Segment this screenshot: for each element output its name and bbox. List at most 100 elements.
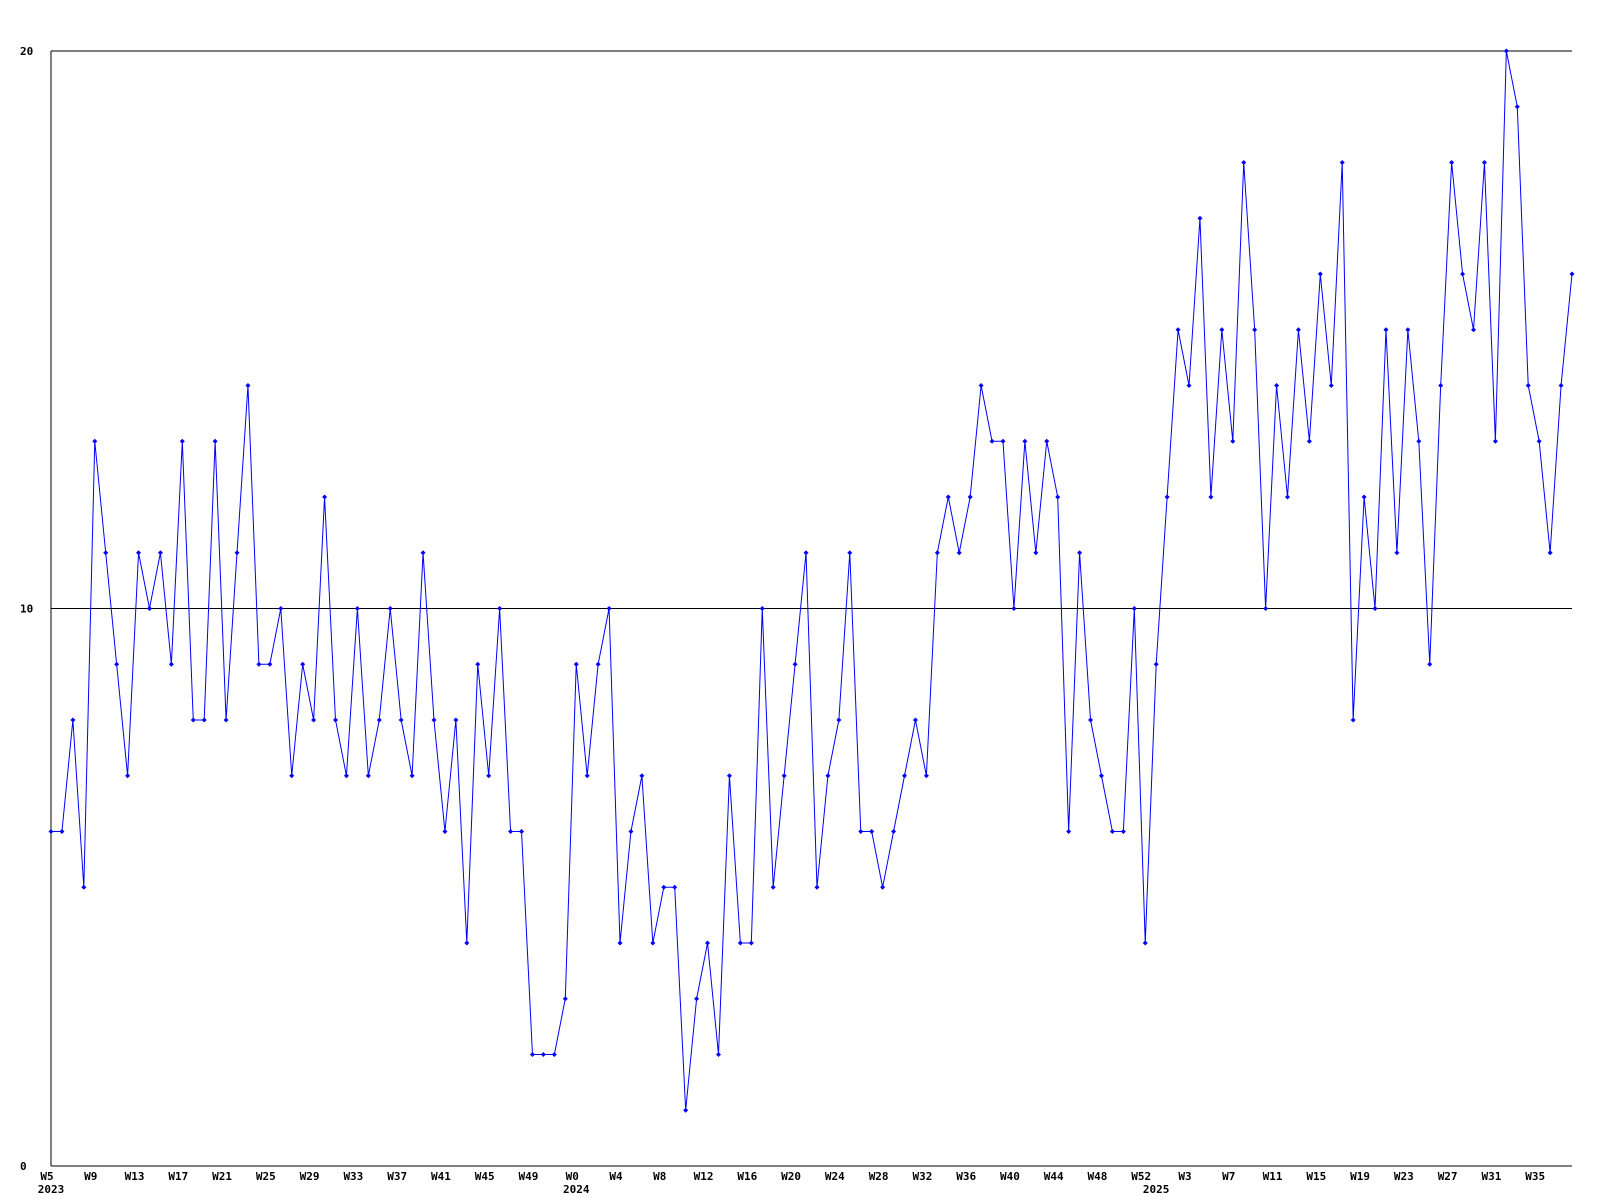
point-marker [212, 438, 218, 444]
x-tick-label: W16 [737, 1170, 757, 1183]
point-marker [705, 940, 711, 946]
point-marker [201, 717, 207, 723]
point-marker [617, 940, 623, 946]
point-marker [978, 383, 984, 388]
point-marker [825, 773, 831, 779]
x-tick-label: W15 [1306, 1170, 1326, 1183]
x-tick-label: W9 [84, 1170, 97, 1183]
point-marker [322, 494, 328, 500]
point-marker [1460, 271, 1466, 277]
point-marker [672, 884, 678, 890]
point-marker [59, 829, 65, 834]
point-marker [847, 550, 853, 556]
point-marker [70, 717, 76, 723]
point-marker [179, 438, 185, 444]
point-marker [146, 606, 152, 611]
x-tick-label: W12 [694, 1170, 714, 1183]
point-marker [1394, 550, 1400, 556]
x-tick-label: W8 [653, 1170, 666, 1183]
point-marker [333, 717, 339, 723]
point-marker [431, 717, 437, 723]
point-marker [1219, 327, 1225, 333]
point-marker [858, 829, 864, 834]
point-marker [1416, 438, 1422, 444]
point-marker [748, 940, 754, 946]
point-marker [103, 550, 109, 556]
point-marker [726, 773, 732, 779]
point-marker [1142, 940, 1148, 946]
point-marker [1514, 104, 1520, 110]
point-marker [475, 661, 481, 667]
x-tick-label: W19 [1350, 1170, 1370, 1183]
point-marker [92, 438, 98, 444]
point-marker [923, 773, 929, 779]
x-tick-label: W27 [1438, 1170, 1458, 1183]
point-marker [650, 940, 656, 946]
point-marker [125, 773, 131, 779]
point-marker [1328, 383, 1334, 388]
point-marker [1044, 438, 1050, 444]
point-marker [573, 661, 579, 667]
series-line [51, 50, 1573, 1111]
x-tick-label: W48 [1088, 1170, 1108, 1183]
point-marker [639, 773, 645, 779]
point-marker [1186, 383, 1192, 388]
point-marker [1077, 550, 1083, 556]
point-marker [1263, 606, 1269, 611]
point-marker [1284, 494, 1290, 500]
point-marker [781, 773, 787, 779]
point-marker [1066, 829, 1072, 834]
point-marker [256, 661, 262, 667]
x-tick-label: W40 [1000, 1170, 1020, 1183]
point-marker [584, 773, 590, 779]
point-marker [540, 1052, 546, 1057]
x-tick-label: W45 [475, 1170, 495, 1183]
point-marker [967, 494, 973, 500]
x-tick-label: W37 [387, 1170, 407, 1183]
point-marker [1383, 327, 1389, 333]
x-tick-label: W28 [869, 1170, 889, 1183]
year-label: 2023 [38, 1183, 65, 1196]
point-marker [1055, 494, 1061, 500]
point-marker [81, 884, 87, 890]
point-marker [551, 1052, 557, 1057]
point-marker [114, 661, 120, 667]
point-marker [1011, 606, 1017, 611]
point-marker [300, 661, 306, 667]
x-tick-label: W52 [1131, 1170, 1151, 1183]
point-marker [945, 494, 951, 500]
x-tick-label: W21 [212, 1170, 232, 1183]
point-marker [956, 550, 962, 556]
x-tick-label: W13 [125, 1170, 145, 1183]
y-tick-label: 0 [20, 1160, 27, 1173]
point-marker [1131, 606, 1137, 611]
point-marker [814, 884, 820, 890]
x-tick-label: W4 [609, 1170, 623, 1183]
point-marker [354, 606, 360, 611]
x-tick-label: W5 [40, 1170, 53, 1183]
point-marker [1033, 550, 1039, 556]
point-marker [792, 661, 798, 667]
x-tick-label: W36 [956, 1170, 976, 1183]
point-marker [1197, 215, 1203, 221]
point-marker [136, 550, 142, 556]
x-tick-label: W49 [519, 1170, 539, 1183]
point-marker [628, 829, 634, 834]
point-marker [1492, 438, 1498, 444]
x-tick-label: W17 [168, 1170, 188, 1183]
point-marker [245, 383, 251, 388]
point-marker [1471, 327, 1477, 333]
point-marker [267, 661, 273, 667]
point-marker [1109, 829, 1115, 834]
point-marker [497, 606, 503, 611]
point-marker [420, 550, 426, 556]
point-marker [343, 773, 349, 779]
x-tick-label: W25 [256, 1170, 276, 1183]
x-tick-label: W41 [431, 1170, 451, 1183]
point-marker [519, 829, 525, 834]
point-marker [365, 773, 371, 779]
point-marker [278, 606, 284, 611]
point-marker [759, 606, 765, 611]
point-marker [453, 717, 459, 723]
point-marker [803, 550, 809, 556]
